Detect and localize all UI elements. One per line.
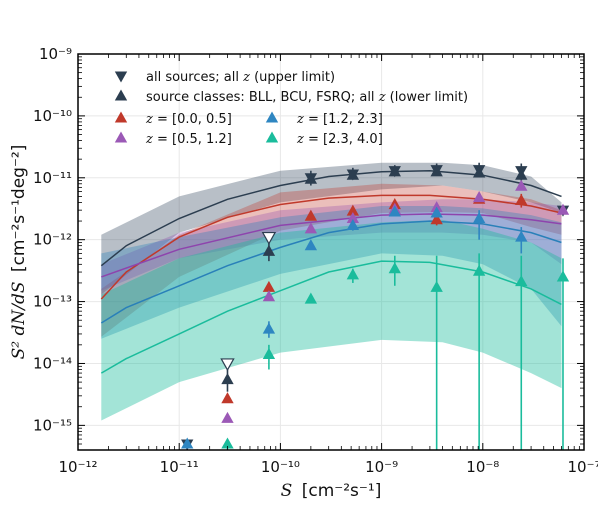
data-point-marker [346,218,360,230]
legend-marker [114,131,128,143]
data-point-marker [346,211,360,224]
y-tick-label: 10⁻⁹ [39,45,72,63]
data-point-marker [388,205,401,217]
data-point-marker [388,262,401,274]
data-point-marker [304,292,318,304]
data-markers [181,165,570,451]
y-tick-label: 10⁻¹⁵ [33,416,72,434]
y-tick-label: 10⁻¹⁰ [33,107,72,125]
legend-marker [265,131,279,143]
data-point-marker [304,222,318,234]
data-point-marker [515,193,528,206]
x-tick-label: 10⁻¹² [58,458,97,476]
x-tick-label: 10⁻¹¹ [160,458,199,476]
data-point-marker [430,280,443,292]
data-point-marker [304,239,318,251]
x-tick-label: 10⁻⁷ [567,458,598,476]
data-point-marker [262,347,276,359]
data-point-marker [346,268,360,280]
legend: all sources; all z (upper limit) source c… [114,70,468,147]
z-0.0-0.5-line [100,194,562,300]
y-tick-label: 10⁻¹³ [33,293,72,311]
y-tick-label: 10⁻¹¹ [33,169,72,187]
data-point-marker [262,322,276,334]
data-point-marker [430,206,443,218]
model-lines [100,169,562,374]
z-1.2-2.3-line [100,220,562,324]
data-point-marker [221,392,234,404]
data-point-marker [472,166,486,178]
data-point-marker [430,213,443,225]
data-point-marker [220,358,235,372]
legend-label: source classes: BLL, BCU, FSRQ; all z (l… [146,90,468,105]
plot-frame [77,53,585,451]
z-2.3-4.0-line [100,260,562,374]
data-point-marker [262,290,276,302]
data-point-marker [515,179,528,191]
data-point-marker [262,280,276,292]
data-point-marker [515,230,528,242]
data-point-marker [556,203,570,215]
axis-ticks: 10⁻¹² 10⁻¹¹ 10⁻¹⁰ 10⁻⁹ 10⁻⁸ 10⁻⁷ 10⁻¹⁵ 10⁻¹⁴ 10⁻… [33,45,598,476]
data-point-marker [515,275,528,287]
data-point-marker [304,209,318,221]
x-axis-label: S [cm⁻²s⁻¹] [281,481,382,501]
data-point-marker [515,168,528,180]
y-tick-label: 10⁻¹⁴ [33,354,72,372]
data-point-marker [472,191,486,203]
all-sources-line [100,169,562,267]
legend-marker [114,89,128,101]
y-axis-label: S² dN/dS [cm⁻²s⁻¹deg⁻²] [9,145,29,360]
data-point-marker [221,373,234,385]
z-0.5-1.2-line [101,213,562,278]
legend-label: z = [1.2, 2.3] [296,112,383,127]
z-1.2-2.3-band [101,206,562,339]
legend-label: z = [0.0, 0.5] [145,112,232,127]
data-point-marker [472,211,486,224]
legend-marker [114,111,128,123]
legend-marker [265,111,279,123]
y-tick-label: 10⁻¹² [33,231,72,249]
data-point-marker [346,168,360,180]
data-point-marker [472,264,486,276]
legend-label: z = [2.3, 4.0] [296,132,383,147]
data-point-marker [221,437,234,449]
data-point-marker [388,165,401,177]
data-point-marker [430,165,443,177]
legend-label: all sources; all z (upper limit) [146,70,335,85]
legend-marker [114,71,128,83]
x-tick-label: 10⁻¹⁰ [261,458,300,476]
legend-label: z = [0.5, 1.2] [145,132,232,147]
data-point-marker [261,231,277,245]
data-point-marker [262,244,276,256]
x-tick-label: 10⁻⁹ [365,458,398,476]
x-tick-label: 10⁻⁸ [466,458,499,476]
data-point-marker [556,270,570,282]
data-point-marker [221,411,234,423]
data-point-marker [304,172,318,184]
data-point-marker [181,437,194,449]
all-sources-band [101,162,562,295]
data-point-marker [346,204,360,216]
